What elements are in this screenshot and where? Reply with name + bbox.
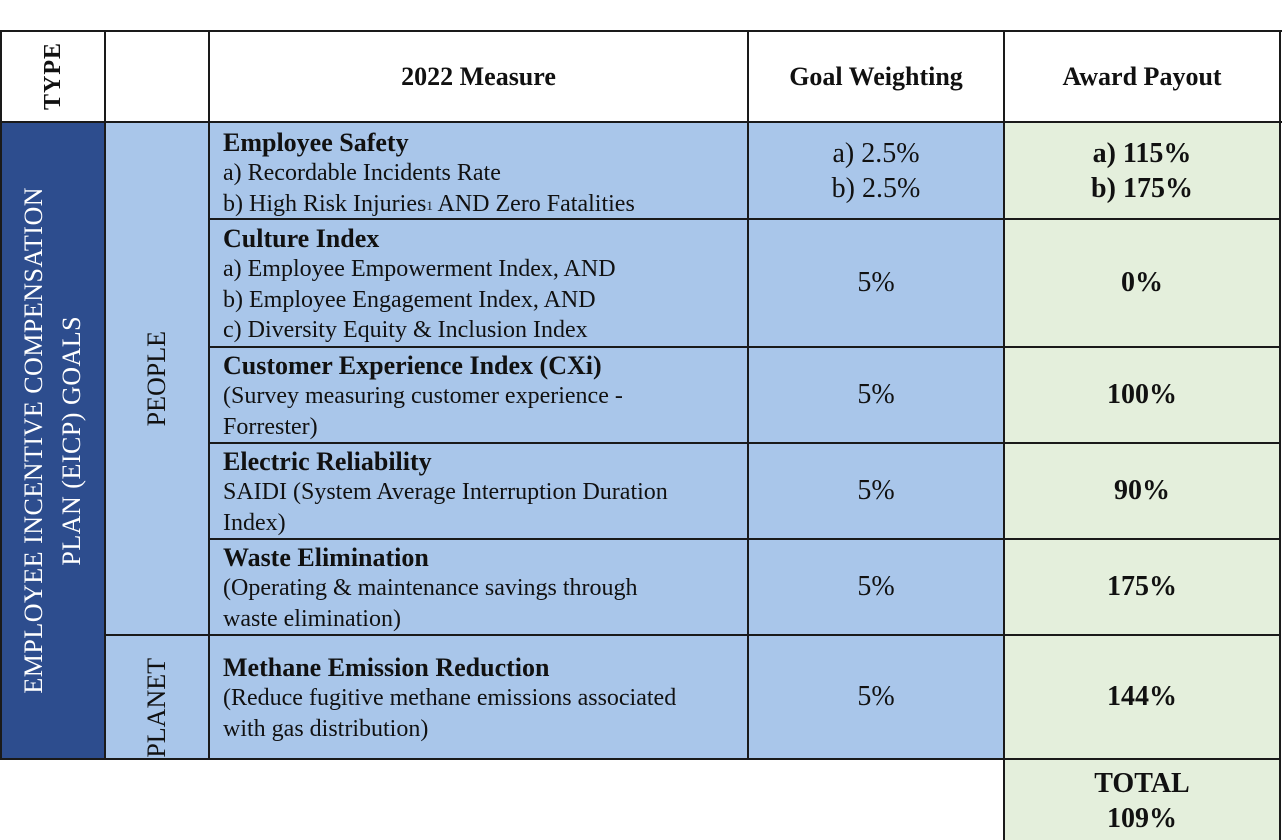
measure-waste-elimination: Waste Elimination (Operating & maintenan… (223, 543, 743, 634)
payout-methane-emission: 144% (1107, 681, 1177, 712)
measure-title: Employee Safety (223, 128, 409, 157)
header-measure: 2022 Measure (401, 61, 556, 91)
measure-title: Culture Index (223, 224, 380, 253)
measure-line: b) Employee Engagement Index, AND (223, 286, 596, 313)
group-people-label: PEOPLE (142, 330, 171, 427)
measure-line: (Operating & maintenance savings through (223, 575, 638, 601)
weighting-employee-safety: a) 2.5% b) 2.5% (749, 123, 1003, 218)
table-bottom-border (0, 758, 1281, 760)
measure-title: Waste Elimination (223, 543, 429, 572)
header-bottom-border (0, 121, 1282, 123)
measure-column-fill (209, 122, 748, 758)
row-divider-2 (208, 346, 1281, 348)
row-divider-5 (104, 634, 1281, 636)
type-label: EMPLOYEE INCENTIVE COMPENSATION PLAN (EI… (2, 123, 104, 758)
payout-value: a) 115% (1092, 137, 1192, 169)
weighting-column-fill (748, 122, 1004, 758)
payout-customer-experience: 100% (1107, 379, 1177, 410)
group-band-people (105, 122, 209, 636)
payout-employee-safety: a) 115% b) 175% (1005, 123, 1279, 218)
right-border (1279, 30, 1281, 840)
col-divider-2 (208, 30, 210, 760)
top-border (0, 30, 1282, 32)
type-label-line1: EMPLOYEE INCENTIVE COMPENSATION (19, 187, 48, 694)
measure-title: Customer Experience Index (CXi) (223, 351, 602, 380)
payout-electric-reliability: 90% (1114, 475, 1170, 506)
col-divider-3 (747, 30, 749, 760)
weighting-electric-reliability: 5% (857, 475, 895, 506)
header-type: TYPE (39, 42, 66, 111)
measure-customer-experience: Customer Experience Index (CXi) (Survey … (223, 351, 743, 442)
type-band (0, 122, 105, 758)
row-divider-1 (208, 218, 1281, 220)
measure-line: a) Employee Empowerment Index, AND (223, 256, 616, 282)
payout-culture-index: 0% (1121, 267, 1163, 298)
weighting-methane-emission: 5% (857, 681, 895, 712)
col-divider-4 (1003, 30, 1005, 840)
row-divider-4 (208, 538, 1281, 540)
measure-line: c) Diversity Equity & Inclusion Index (223, 317, 588, 343)
measure-line: SAIDI (System Average Interruption Durat… (223, 479, 668, 505)
footnote-marker: 1 (426, 197, 433, 213)
measure-line: b) High Risk Injuries1 AND Zero Fataliti… (223, 190, 635, 217)
measure-line: Forrester) (223, 413, 318, 440)
group-people: PEOPLE (106, 123, 208, 634)
type-label-line2: PLAN (EICP) GOALS (57, 315, 86, 566)
left-border (0, 30, 2, 760)
measure-line: with gas distribution) (223, 715, 429, 742)
header-type-cell: TYPE (2, 32, 104, 121)
measure-methane-emission: Methane Emission Reduction (Reduce fugit… (223, 653, 743, 744)
payout-column-fill (1004, 122, 1280, 758)
total-cell-fill (1004, 760, 1280, 840)
measure-line: waste elimination) (223, 605, 401, 632)
measure-line: Index) (223, 509, 286, 536)
weighting-culture-index: 5% (857, 267, 895, 298)
measure-employee-safety: Employee Safety a) Recordable Incidents … (223, 128, 743, 219)
weighting-value: b) 2.5% (831, 172, 921, 204)
measure-culture-index: Culture Index a) Employee Empowerment In… (223, 224, 743, 346)
total-label: TOTAL (1094, 768, 1190, 799)
row-divider-3 (208, 442, 1281, 444)
header-goal-weighting: Goal Weighting (789, 61, 963, 91)
weighting-customer-experience: 5% (857, 379, 895, 410)
measure-line: (Survey measuring customer experience - (223, 383, 623, 409)
group-band-planet (105, 636, 209, 758)
weighting-value: a) 2.5% (832, 137, 920, 169)
group-planet: PLANET (106, 636, 208, 758)
group-planet-label: PLANET (142, 658, 171, 758)
payout-value: b) 175% (1091, 172, 1193, 204)
measure-title: Electric Reliability (223, 447, 432, 476)
measure-line: a) Recordable Incidents Rate (223, 160, 501, 186)
total-value: 109% (1107, 803, 1177, 834)
measure-title: Methane Emission Reduction (223, 653, 550, 682)
payout-waste-elimination: 175% (1107, 571, 1177, 602)
header-award-payout: Award Payout (1062, 61, 1222, 91)
total-cell: TOTAL 109% (1005, 762, 1279, 840)
measure-line: (Reduce fugitive methane emissions assoc… (223, 685, 677, 711)
col-divider-1 (104, 30, 106, 760)
weighting-waste-elimination: 5% (857, 571, 895, 602)
measure-electric-reliability: Electric Reliability SAIDI (System Avera… (223, 447, 743, 538)
